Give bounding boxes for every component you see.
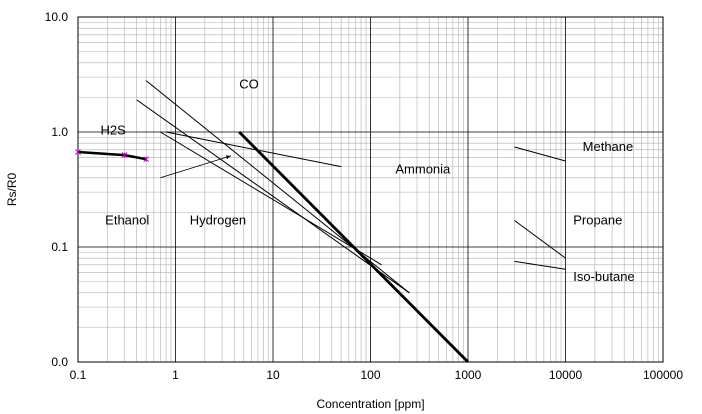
x-axis-title: Concentration [ppm] [316, 397, 424, 411]
x-tick-label: 1 [172, 368, 179, 382]
data-point-h2s [75, 149, 81, 155]
y-tick-label: 0.0 [51, 355, 68, 369]
x-tick-label: 100 [360, 368, 380, 382]
annotation-label: CO [239, 76, 259, 91]
annotation-label: H2S [100, 123, 126, 138]
x-tick-label: 10000 [549, 368, 583, 382]
series-line-propane_line [514, 220, 566, 259]
annotation-label: Ethanol [105, 212, 149, 227]
series-line-isobutane_line [514, 260, 566, 270]
annotation-arrow [160, 155, 232, 179]
data-point-h2s [121, 152, 128, 158]
series-layer [75, 80, 566, 363]
y-tick-labels: 0.0 0.1 1.0 10.0 [45, 10, 69, 369]
plot-frame [77, 16, 664, 363]
annotation-layer: CO H2S Ammonia Ethanol Hydrogen Methane Propan… [100, 76, 634, 284]
x-tick-labels: 0.1 1 10 100 1000 10000 100000 [70, 368, 684, 382]
y-axis-title: Rs/R0 [5, 173, 19, 207]
x-tick-label: 1000 [455, 368, 482, 382]
annotation-arrowhead [225, 155, 231, 160]
annotation-label: Ammonia [395, 162, 451, 177]
series-line-line_a [145, 80, 410, 294]
data-point-h2s [143, 156, 150, 163]
annotation-label: Iso-butane [573, 269, 634, 284]
series-line-methane_line [514, 146, 566, 162]
series-line-line_b [136, 99, 410, 294]
x-tick-label: 100000 [643, 368, 683, 382]
annotation-label: Hydrogen [190, 212, 246, 227]
x-tick-label: 0.1 [70, 368, 87, 382]
y-tick-label: 1.0 [51, 125, 68, 139]
x-tick-label: 10 [266, 368, 280, 382]
annotation-label: Propane [573, 212, 622, 227]
y-tick-label: 10.0 [45, 10, 69, 24]
series-line-line_c [160, 131, 382, 266]
y-tick-label: 0.1 [51, 240, 68, 254]
series-line-ammonia_line [166, 131, 342, 168]
annotation-label: Methane [583, 139, 634, 154]
series-line-co [238, 131, 469, 363]
